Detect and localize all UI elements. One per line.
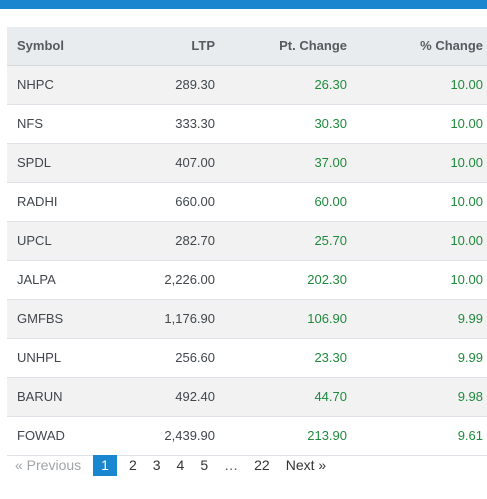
cell-symbol[interactable]: SPDL — [17, 155, 51, 170]
table-row: NHPC 289.30 26.30 10.00 — [7, 65, 487, 104]
cell-pct-change: 9.98 — [457, 389, 483, 404]
pagination-page-3[interactable]: 3 — [152, 457, 161, 473]
cell-pt-change: 37.00 — [314, 155, 347, 170]
cell-symbol[interactable]: UPCL — [17, 233, 52, 248]
pagination-next[interactable]: Next » — [285, 457, 327, 473]
table-row: UPCL 282.70 25.70 10.00 — [7, 221, 487, 260]
cell-symbol[interactable]: RADHI — [17, 194, 58, 209]
column-header-symbol[interactable]: Symbol — [7, 27, 147, 66]
cell-pct-change: 9.99 — [457, 311, 483, 326]
cell-pt-change: 213.90 — [307, 428, 347, 443]
column-header-pct-change[interactable]: % Change — [347, 27, 487, 66]
pagination-page-1[interactable]: 1 — [93, 455, 117, 476]
cell-ltp: 289.30 — [175, 77, 215, 92]
cell-ltp: 282.70 — [175, 233, 215, 248]
cell-symbol[interactable]: NFS — [17, 116, 43, 131]
table-header-row: Symbol LTP Pt. Change % Change — [7, 27, 487, 66]
table-header: Symbol LTP Pt. Change % Change — [7, 27, 487, 66]
cell-ltp: 407.00 — [175, 155, 215, 170]
cell-pt-change: 25.70 — [314, 233, 347, 248]
pagination: « Previous 1 2 3 4 5 … 22 Next » — [7, 455, 334, 476]
cell-pct-change: 9.99 — [457, 350, 483, 365]
table-row: GMFBS 1,176.90 106.90 9.99 — [7, 299, 487, 338]
top-gainers-table: Symbol LTP Pt. Change % Change NHPC 289.… — [7, 27, 487, 456]
pagination-page-22[interactable]: 22 — [254, 457, 270, 473]
table-row: RADHI 660.00 60.00 10.00 — [7, 182, 487, 221]
cell-ltp: 256.60 — [175, 350, 215, 365]
column-header-pt-change[interactable]: Pt. Change — [215, 27, 347, 66]
cell-pt-change: 23.30 — [314, 350, 347, 365]
cell-ltp: 492.40 — [175, 389, 215, 404]
cell-pct-change: 10.00 — [450, 233, 483, 248]
cell-ltp: 1,176.90 — [164, 311, 215, 326]
cell-ltp: 333.30 — [175, 116, 215, 131]
cell-ltp: 2,439.90 — [164, 428, 215, 443]
cell-symbol[interactable]: FOWAD — [17, 428, 65, 443]
table-row: JALPA 2,226.00 202.30 10.00 — [7, 260, 487, 299]
cell-pct-change: 9.61 — [457, 428, 483, 443]
cell-symbol[interactable]: UNHPL — [17, 350, 62, 365]
cell-pt-change: 60.00 — [314, 194, 347, 209]
pagination-ellipsis: … — [224, 457, 239, 473]
top-accent-bar — [0, 0, 487, 9]
gainers-table-container: Symbol LTP Pt. Change % Change NHPC 289.… — [7, 27, 487, 456]
table-row: SPDL 407.00 37.00 10.00 — [7, 143, 487, 182]
cell-pt-change: 106.90 — [307, 311, 347, 326]
cell-pct-change: 10.00 — [450, 77, 483, 92]
table-row: UNHPL 256.60 23.30 9.99 — [7, 338, 487, 377]
table-row: FOWAD 2,439.90 213.90 9.61 — [7, 416, 487, 455]
pagination-previous[interactable]: « Previous — [15, 457, 82, 473]
pagination-page-5[interactable]: 5 — [200, 457, 209, 473]
cell-symbol[interactable]: JALPA — [17, 272, 56, 287]
column-header-ltp[interactable]: LTP — [147, 27, 215, 66]
cell-pt-change: 44.70 — [314, 389, 347, 404]
cell-pt-change: 26.30 — [314, 77, 347, 92]
cell-pt-change: 202.30 — [307, 272, 347, 287]
cell-symbol[interactable]: BARUN — [17, 389, 63, 404]
cell-pct-change: 10.00 — [450, 194, 483, 209]
pagination-page-4[interactable]: 4 — [176, 457, 185, 473]
cell-ltp: 2,226.00 — [164, 272, 215, 287]
cell-pct-change: 10.00 — [450, 155, 483, 170]
pagination-page-2[interactable]: 2 — [128, 457, 137, 473]
cell-pct-change: 10.00 — [450, 116, 483, 131]
cell-pct-change: 10.00 — [450, 272, 483, 287]
cell-symbol[interactable]: NHPC — [17, 77, 54, 92]
table-row: NFS 333.30 30.30 10.00 — [7, 104, 487, 143]
table-body: NHPC 289.30 26.30 10.00 NFS 333.30 30.30… — [7, 65, 487, 455]
table-row: BARUN 492.40 44.70 9.98 — [7, 377, 487, 416]
cell-pt-change: 30.30 — [314, 116, 347, 131]
cell-symbol[interactable]: GMFBS — [17, 311, 64, 326]
cell-ltp: 660.00 — [175, 194, 215, 209]
